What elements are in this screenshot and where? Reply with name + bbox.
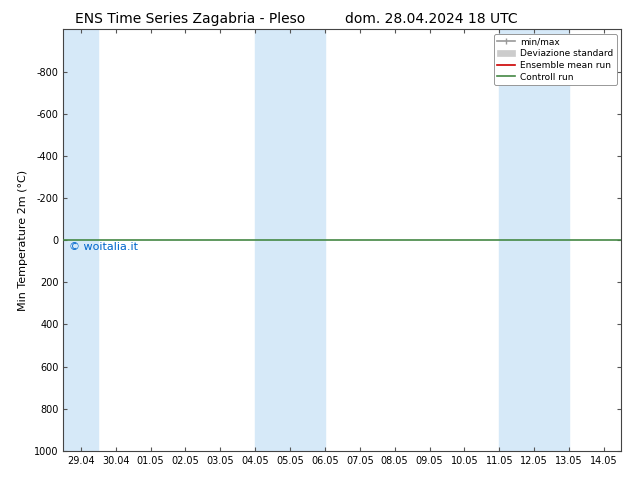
Legend: min/max, Deviazione standard, Ensemble mean run, Controll run: min/max, Deviazione standard, Ensemble m… [494, 34, 617, 85]
Text: ENS Time Series Zagabria - Pleso: ENS Time Series Zagabria - Pleso [75, 12, 306, 26]
Bar [500, 29, 569, 451]
Bar [255, 29, 325, 451]
Text: © woitalia.it: © woitalia.it [69, 242, 138, 252]
Y-axis label: Min Temperature 2m (°C): Min Temperature 2m (°C) [18, 170, 29, 311]
Text: dom. 28.04.2024 18 UTC: dom. 28.04.2024 18 UTC [345, 12, 517, 26]
Bar [63, 29, 98, 451]
